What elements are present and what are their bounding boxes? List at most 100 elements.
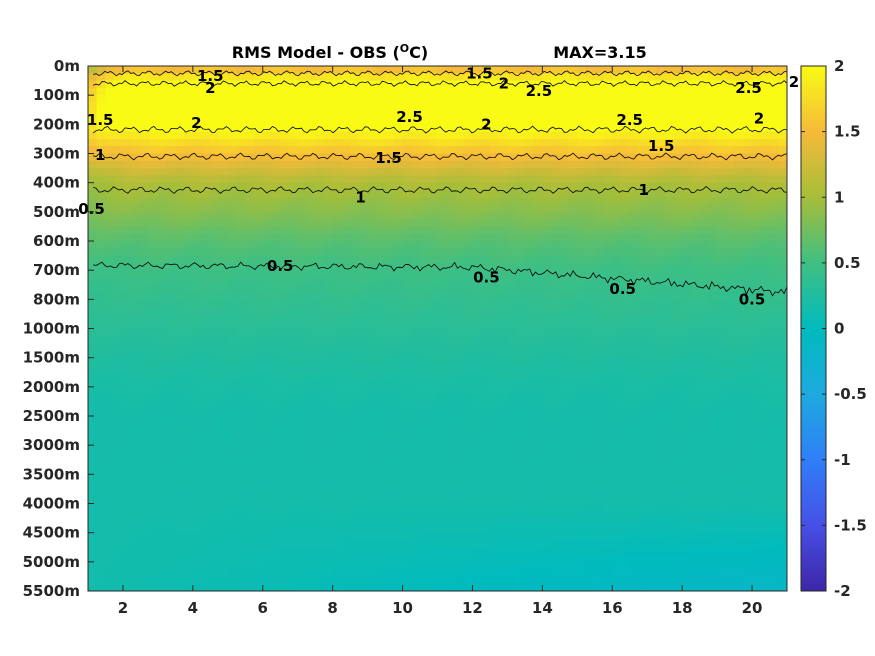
heatmap-cell: [682, 153, 692, 162]
heatmap-cell: [524, 277, 535, 286]
heatmap-cell: [184, 233, 194, 242]
heatmap-cell: [507, 189, 517, 198]
heatmap-cell: [88, 328, 98, 337]
heatmap-cell: [219, 211, 229, 220]
heatmap-cell: [551, 569, 561, 578]
heatmap-cell: [140, 459, 150, 468]
heatmap-cell: [551, 583, 561, 591]
heatmap-cell: [411, 364, 421, 373]
heatmap-cell: [629, 182, 640, 191]
heatmap-cell: [647, 503, 657, 512]
heatmap-cell: [280, 189, 290, 198]
heatmap-cell: [655, 255, 666, 264]
heatmap-cell: [323, 481, 334, 490]
heatmap-cell: [88, 233, 98, 242]
heatmap-cell: [559, 87, 570, 96]
heatmap-cell: [323, 496, 334, 505]
heatmap-cell: [629, 569, 640, 578]
heatmap-cell: [280, 146, 290, 155]
heatmap-cell: [341, 357, 351, 366]
heatmap-cell: [402, 109, 412, 118]
heatmap-cell: [219, 364, 229, 373]
heatmap-cell: [262, 518, 273, 526]
heatmap-cell: [288, 306, 299, 315]
heatmap-cell: [472, 459, 482, 468]
heatmap-cell: [620, 117, 631, 125]
heatmap-cell: [402, 233, 412, 242]
heatmap-cell: [498, 211, 508, 220]
heatmap-cell: [245, 525, 255, 534]
heatmap-cell: [507, 569, 517, 578]
heatmap-cell: [533, 343, 543, 351]
heatmap-cell: [122, 496, 133, 505]
heatmap-cell: [323, 343, 334, 351]
heatmap-cell: [315, 576, 325, 585]
heatmap-cell: [271, 138, 281, 147]
heatmap-cell: [166, 241, 176, 249]
heatmap-cell: [315, 430, 325, 439]
heatmap-cell: [507, 481, 517, 490]
heatmap-cell: [446, 518, 456, 526]
heatmap-cell: [385, 401, 395, 410]
heatmap-cell: [210, 379, 220, 388]
heatmap-cell: [577, 372, 587, 381]
heatmap-cell: [96, 117, 107, 125]
heatmap-cell: [428, 583, 439, 591]
heatmap-cell: [88, 95, 98, 104]
heatmap-cell: [489, 146, 500, 155]
heatmap-cell: [271, 532, 281, 541]
heatmap-cell: [594, 124, 605, 133]
heatmap-cell: [210, 153, 220, 162]
heatmap-cell: [131, 525, 142, 534]
heatmap-cell: [411, 241, 421, 249]
heatmap-cell: [507, 321, 517, 330]
heatmap-cell: [227, 117, 238, 125]
heatmap-cell: [533, 488, 543, 497]
heatmap-cell: [393, 313, 404, 322]
heatmap-cell: [201, 416, 211, 424]
heatmap-cell: [682, 496, 692, 505]
heatmap-cell: [367, 335, 377, 344]
heatmap-cell: [323, 416, 334, 424]
heatmap-cell: [122, 503, 133, 512]
heatmap-cell: [105, 233, 115, 242]
heatmap-cell: [332, 408, 342, 417]
heatmap-cell: [533, 219, 543, 228]
heatmap-cell: [210, 554, 220, 563]
heatmap-cell: [542, 350, 552, 359]
heatmap-cell: [219, 189, 229, 198]
heatmap-cell: [568, 554, 578, 563]
heatmap-cell: [533, 510, 543, 519]
heatmap-cell: [315, 547, 325, 556]
heatmap-cell: [682, 270, 692, 279]
heatmap-cell: [507, 182, 517, 191]
heatmap-cell: [271, 66, 281, 74]
heatmap-cell: [393, 299, 404, 308]
heatmap-cell: [236, 226, 246, 235]
heatmap-cell: [463, 569, 474, 578]
heatmap-cell: [420, 277, 430, 286]
heatmap-cell: [236, 437, 246, 446]
heatmap-cell: [376, 401, 386, 410]
heatmap-cell: [498, 117, 508, 125]
heatmap-cell: [524, 306, 535, 315]
heatmap-cell: [612, 379, 622, 388]
heatmap-cell: [140, 510, 150, 519]
heatmap-cell: [131, 241, 142, 249]
heatmap-cell: [184, 547, 194, 556]
heatmap-cell: [323, 146, 334, 155]
heatmap-cell: [306, 423, 316, 432]
heatmap-cell: [175, 321, 185, 330]
heatmap-cell: [166, 539, 176, 548]
heatmap-cell: [323, 554, 334, 563]
heatmap-cell: [96, 80, 107, 89]
heatmap-cell: [507, 452, 517, 461]
heatmap-cell: [463, 350, 474, 359]
heatmap-cell: [315, 292, 325, 300]
heatmap-cell: [559, 73, 570, 82]
heatmap-cell: [140, 73, 150, 82]
heatmap-cell: [420, 328, 430, 337]
heatmap-cell: [157, 408, 168, 417]
heatmap-cell: [411, 248, 421, 257]
heatmap-cell: [332, 306, 342, 315]
